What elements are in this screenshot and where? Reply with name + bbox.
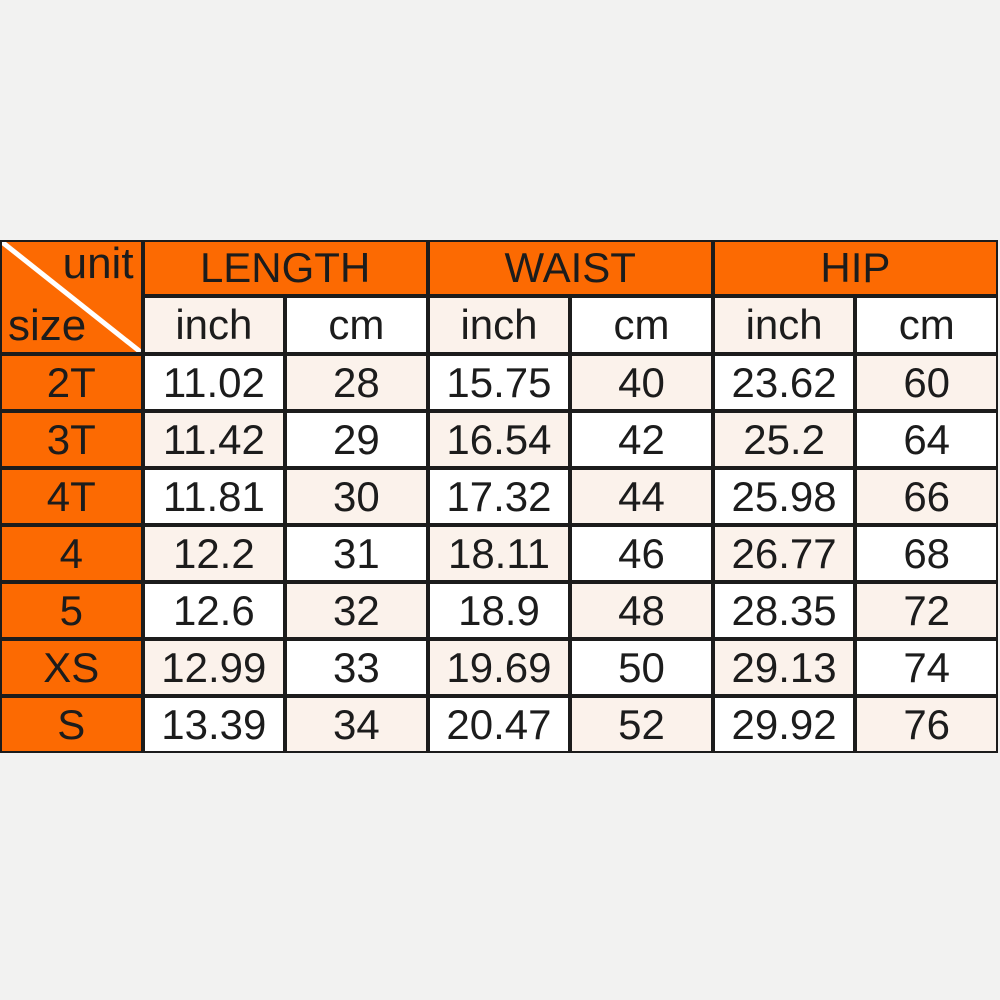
- table-row: 4T 11.81 30 17.32 44 25.98 66: [0, 468, 998, 525]
- col-group-waist: WAIST: [427, 240, 713, 296]
- value-cell: 23.62: [712, 354, 856, 411]
- value-cell: 12.99: [142, 639, 286, 696]
- value-cell: 64: [855, 411, 998, 468]
- value-cell: 68: [855, 525, 998, 582]
- unit-header-cell: inch: [427, 296, 571, 354]
- value-cell: 46: [570, 525, 713, 582]
- value-cell: 28: [285, 354, 428, 411]
- value-cell: 44: [570, 468, 713, 525]
- value-cell: 20.47: [427, 696, 571, 753]
- unit-header-cell: cm: [855, 296, 998, 354]
- value-cell: 25.98: [712, 468, 856, 525]
- value-cell: 29.13: [712, 639, 856, 696]
- value-cell: 18.11: [427, 525, 571, 582]
- unit-header-cell: cm: [570, 296, 713, 354]
- col-group-hip: HIP: [712, 240, 998, 296]
- size-row-header: 5: [0, 582, 143, 639]
- unit-header-cell: inch: [712, 296, 856, 354]
- value-cell: 17.32: [427, 468, 571, 525]
- table-row: XS 12.99 33 19.69 50 29.13 74: [0, 639, 998, 696]
- size-row-header: 4: [0, 525, 143, 582]
- unit-header-row: inch cm inch cm inch cm: [0, 296, 998, 354]
- value-cell: 19.69: [427, 639, 571, 696]
- value-cell: 50: [570, 639, 713, 696]
- value-cell: 12.2: [142, 525, 286, 582]
- table-row: 5 12.6 32 18.9 48 28.35 72: [0, 582, 998, 639]
- value-cell: 52: [570, 696, 713, 753]
- value-cell: 32: [285, 582, 428, 639]
- value-cell: 16.54: [427, 411, 571, 468]
- value-cell: 31: [285, 525, 428, 582]
- value-cell: 33: [285, 639, 428, 696]
- table-row: 3T 11.42 29 16.54 42 25.2 64: [0, 411, 998, 468]
- value-cell: 13.39: [142, 696, 286, 753]
- table-row: S 13.39 34 20.47 52 29.92 76: [0, 696, 998, 753]
- size-row-header: 2T: [0, 354, 143, 411]
- corner-size-label: size: [8, 301, 87, 350]
- value-cell: 25.2: [712, 411, 856, 468]
- table-row: 4 12.2 31 18.11 46 26.77 68: [0, 525, 998, 582]
- size-row-header: 3T: [0, 411, 143, 468]
- corner-unit-label: unit: [62, 240, 134, 288]
- size-row-header: 4T: [0, 468, 143, 525]
- value-cell: 30: [285, 468, 428, 525]
- value-cell: 29.92: [712, 696, 856, 753]
- value-cell: 74: [855, 639, 998, 696]
- value-cell: 72: [855, 582, 998, 639]
- diagonal-divider-line: [2, 242, 141, 352]
- value-cell: 11.42: [142, 411, 286, 468]
- value-cell: 48: [570, 582, 713, 639]
- size-chart-body: 2T 11.02 28 15.75 40 23.62 60 3T 11.42 29 16.54 42 2…: [0, 354, 998, 753]
- unit-header-cell: cm: [285, 296, 428, 354]
- value-cell: 42: [570, 411, 713, 468]
- size-chart-table: unit size LENGTH WAIST HIP inch cm inch …: [0, 240, 998, 753]
- value-cell: 28.35: [712, 582, 856, 639]
- size-row-header: XS: [0, 639, 143, 696]
- size-row-header: S: [0, 696, 143, 753]
- value-cell: 15.75: [427, 354, 571, 411]
- corner-cell: unit size: [0, 240, 143, 354]
- value-cell: 29: [285, 411, 428, 468]
- unit-header-cell: inch: [142, 296, 286, 354]
- col-group-length: LENGTH: [142, 240, 428, 296]
- value-cell: 11.81: [142, 468, 286, 525]
- value-cell: 60: [855, 354, 998, 411]
- value-cell: 66: [855, 468, 998, 525]
- table-row: 2T 11.02 28 15.75 40 23.62 60: [0, 354, 998, 411]
- value-cell: 40: [570, 354, 713, 411]
- value-cell: 34: [285, 696, 428, 753]
- value-cell: 11.02: [142, 354, 286, 411]
- value-cell: 12.6: [142, 582, 286, 639]
- value-cell: 26.77: [712, 525, 856, 582]
- value-cell: 76: [855, 696, 998, 753]
- header-group-row: unit size LENGTH WAIST HIP: [0, 240, 998, 354]
- value-cell: 18.9: [427, 582, 571, 639]
